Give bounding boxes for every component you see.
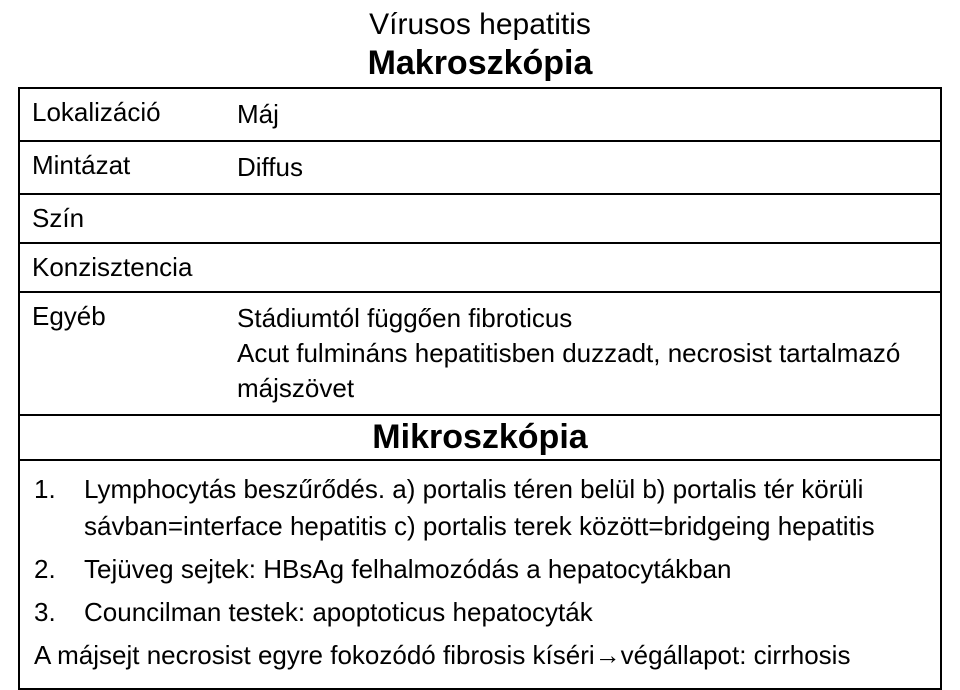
section-heading-macro: Makroszkópia	[18, 44, 942, 83]
micro-footer: A májsejt necrosist egyre fokozódó fibro…	[34, 637, 926, 674]
macro-row-mintazat: Mintázat Diffus	[20, 142, 940, 193]
micro-item-number: 1.	[34, 471, 84, 545]
micro-item-text: Lymphocytás beszűrődés. a) portalis tére…	[84, 471, 926, 545]
macro-label: Egyéb	[32, 301, 237, 332]
macro-label: Szín	[32, 203, 237, 234]
micro-item-3: 3. Councilman testek: apoptoticus hepato…	[34, 594, 926, 631]
macro-row-lokalizacio: Lokalizáció Máj	[20, 89, 940, 140]
header-area: Vírusos hepatitis Makroszkópia	[18, 8, 942, 83]
macro-row-konzisztencia: Konzisztencia	[20, 244, 940, 291]
macro-label: Mintázat	[32, 150, 237, 181]
content-table: Lokalizáció Máj Mintázat Diffus Szín Kon…	[18, 87, 942, 690]
macro-value: Stádiumtól függően fibroticusAcut fulmin…	[237, 301, 928, 406]
micro-content: 1. Lymphocytás beszűrődés. a) portalis t…	[20, 461, 940, 688]
micro-item-text: Tejüveg sejtek: HBsAg felhalmozódás a he…	[84, 551, 926, 588]
macro-value: Máj	[237, 97, 928, 132]
micro-item-number: 3.	[34, 594, 84, 631]
macro-label: Lokalizáció	[32, 97, 237, 128]
page-title: Vírusos hepatitis	[18, 8, 942, 42]
macro-row-egyeb: Egyéb Stádiumtól függően fibroticusAcut …	[20, 293, 940, 414]
macro-label: Konzisztencia	[32, 252, 237, 283]
macro-value: Diffus	[237, 150, 928, 185]
micro-item-text: Councilman testek: apoptoticus hepatocyt…	[84, 594, 926, 631]
micro-item-number: 2.	[34, 551, 84, 588]
micro-item-2: 2. Tejüveg sejtek: HBsAg felhalmozódás a…	[34, 551, 926, 588]
macro-row-szin: Szín	[20, 195, 940, 242]
section-heading-micro: Mikroszkópia	[20, 416, 940, 459]
micro-item-1: 1. Lymphocytás beszűrődés. a) portalis t…	[34, 471, 926, 545]
